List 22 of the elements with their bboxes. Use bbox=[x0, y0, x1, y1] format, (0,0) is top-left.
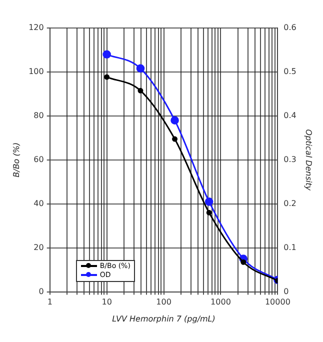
y2-tick-label: 0.1 bbox=[284, 242, 296, 252]
y2-tick-label: 0.4 bbox=[284, 111, 296, 120]
y2-axis-title: Optical Density bbox=[304, 129, 314, 191]
y-tick-label: 100 bbox=[28, 67, 44, 76]
y-tick-label: 60 bbox=[34, 154, 44, 164]
y2-tick-label: 0.2 bbox=[284, 198, 296, 208]
y-axis-title: B/Bo (%) bbox=[12, 142, 21, 178]
y-tick-label: 40 bbox=[34, 198, 44, 208]
y-tick-label: 80 bbox=[34, 111, 44, 120]
x-axis-title: LVV Hemorphin 7 (pg/mL) bbox=[112, 314, 216, 324]
y-tick-label: 20 bbox=[34, 242, 44, 252]
x-tick-label: 1000 bbox=[210, 298, 231, 307]
x-tick-label: 1 bbox=[47, 298, 52, 307]
x-tick-label: 10 bbox=[102, 298, 112, 307]
x-tick-label: 100 bbox=[156, 298, 172, 307]
y-tick-label: 0 bbox=[38, 286, 44, 296]
y-tick-label: 120 bbox=[28, 23, 44, 32]
y2-tick-label: 0.6 bbox=[284, 23, 296, 32]
x-tick-label: 10000 bbox=[264, 298, 290, 307]
y2-tick-label: 0 bbox=[284, 286, 289, 296]
y2-tick-label: 0.5 bbox=[284, 67, 296, 76]
y2-tick-label: 0.3 bbox=[284, 154, 296, 164]
